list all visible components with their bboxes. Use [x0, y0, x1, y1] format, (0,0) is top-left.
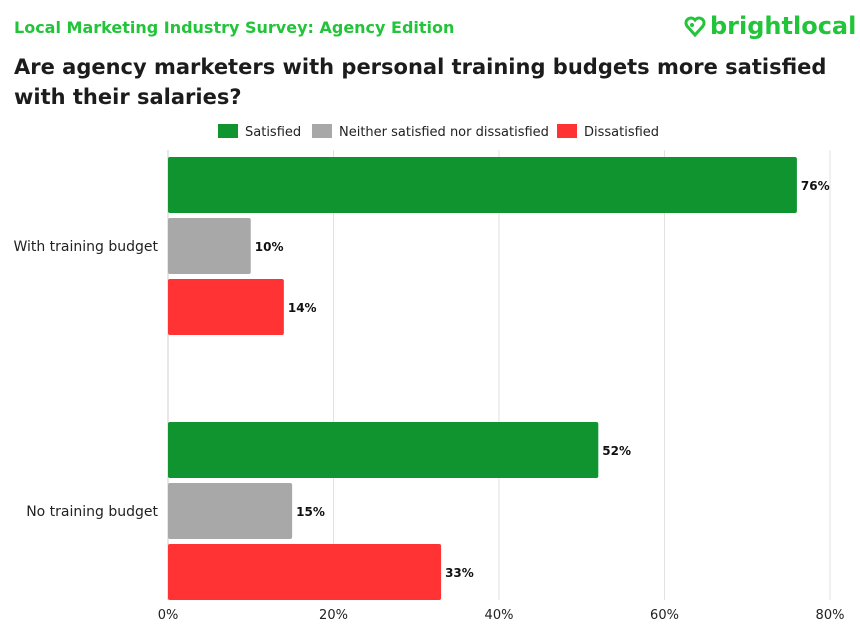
legend-label: Dissatisfied — [584, 125, 659, 140]
legend-label: Neither satisfied nor dissatisfied — [339, 125, 549, 140]
chart-title: Are agency marketers with personal train… — [14, 55, 827, 109]
x-tick-label: 80% — [816, 608, 845, 623]
x-tick-label: 60% — [650, 608, 679, 623]
survey-name: Local Marketing Industry Survey: Agency … — [14, 18, 455, 37]
bar — [168, 157, 797, 213]
bar — [168, 544, 442, 600]
x-tick-label: 40% — [485, 608, 514, 623]
legend-swatch — [218, 124, 238, 138]
data-label: 76% — [801, 179, 830, 193]
bar — [168, 279, 284, 335]
data-label: 52% — [602, 444, 631, 458]
bar — [168, 422, 599, 478]
legend-swatch — [312, 124, 332, 138]
legend-swatch — [557, 124, 577, 138]
brightlocal-logo: brightlocal — [684, 12, 856, 40]
x-tick-label: 0% — [158, 608, 179, 623]
data-label: 15% — [296, 505, 325, 519]
data-label: 33% — [445, 566, 474, 580]
data-label: 10% — [255, 240, 284, 254]
x-tick-label: 20% — [319, 608, 348, 623]
bar — [168, 483, 293, 539]
bar — [168, 218, 251, 274]
category-label: With training budget — [13, 239, 158, 255]
data-label: 14% — [288, 301, 317, 315]
legend-label: Satisfied — [245, 125, 301, 140]
heart-pin-icon — [684, 16, 706, 37]
category-label: No training budget — [26, 504, 158, 520]
logo-text: brightlocal — [710, 12, 857, 40]
